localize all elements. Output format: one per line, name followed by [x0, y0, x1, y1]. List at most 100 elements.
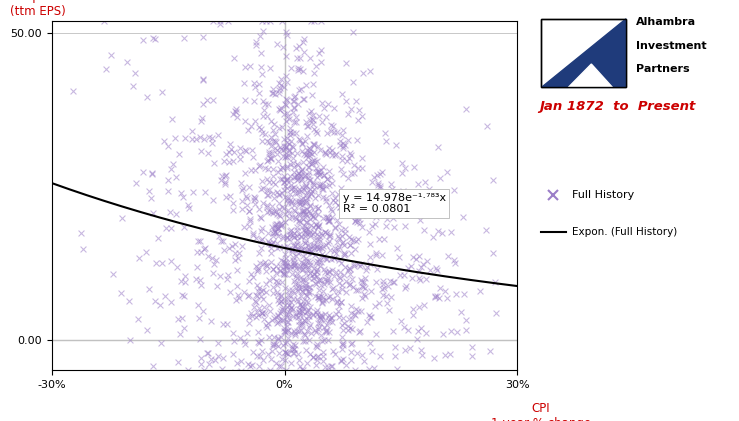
Point — [282, 177, 293, 184]
Point — [285, 360, 297, 366]
Point — [259, 259, 271, 266]
Point — [146, 169, 158, 176]
Point — [291, 174, 303, 181]
Point — [423, 186, 435, 193]
Point — [280, 117, 292, 124]
Point — [280, 96, 292, 102]
Point — [313, 324, 325, 330]
Point — [186, 135, 198, 142]
Point — [253, 90, 265, 97]
Point — [281, 234, 293, 241]
Point — [316, 250, 328, 257]
Point — [275, 257, 287, 264]
Point — [231, 360, 243, 367]
Point — [285, 128, 296, 135]
Point — [273, 386, 285, 392]
Point — [293, 162, 304, 169]
Point — [325, 363, 337, 370]
Point — [241, 202, 253, 208]
Point — [290, 45, 302, 51]
Point — [197, 101, 208, 108]
Point — [313, 183, 325, 189]
Point — [262, 351, 273, 357]
Point — [223, 149, 235, 156]
Point — [287, 346, 299, 353]
Point — [322, 386, 334, 392]
Point — [316, 315, 327, 322]
Point — [339, 229, 351, 236]
Point — [310, 244, 322, 250]
Point — [279, 349, 291, 356]
Point — [338, 141, 350, 148]
Point — [374, 353, 386, 360]
Point — [277, 341, 289, 348]
Point — [370, 278, 382, 285]
Point — [230, 241, 242, 248]
Point — [333, 374, 345, 381]
Point — [301, 183, 313, 189]
Point — [253, 386, 265, 392]
Point — [310, 268, 322, 275]
Point — [303, 176, 315, 183]
Point — [299, 240, 310, 246]
Point — [303, 323, 315, 330]
Point — [299, 210, 311, 217]
Point — [256, 310, 268, 317]
Point — [105, 51, 117, 58]
Point — [290, 386, 302, 392]
Point — [291, 149, 303, 156]
Point — [301, 189, 313, 195]
Point — [307, 224, 319, 231]
Point — [310, 221, 321, 228]
Text: CPI
1-year % change: CPI 1-year % change — [491, 402, 590, 421]
Point — [275, 76, 287, 83]
Point — [265, 155, 276, 162]
Point — [299, 200, 311, 207]
Point — [331, 217, 343, 224]
Point — [337, 327, 349, 333]
Point — [177, 194, 188, 200]
Point — [279, 349, 291, 355]
Point — [308, 270, 320, 277]
Point — [336, 232, 348, 239]
Point — [296, 141, 308, 147]
Point — [274, 310, 286, 317]
Point — [272, 279, 284, 285]
Point — [243, 277, 255, 284]
Point — [256, 138, 268, 144]
Point — [262, 165, 274, 172]
Point — [385, 293, 397, 300]
Point — [301, 205, 313, 212]
Point — [336, 322, 348, 328]
Point — [296, 321, 308, 328]
Point — [424, 267, 436, 274]
Point — [261, 322, 273, 328]
Point — [288, 98, 300, 104]
Point — [157, 138, 169, 145]
Point — [346, 316, 358, 322]
Point — [230, 109, 242, 116]
Point — [121, 58, 133, 65]
Point — [459, 386, 471, 392]
Point — [353, 198, 365, 205]
Point — [296, 208, 308, 215]
Point — [291, 274, 303, 281]
Point — [239, 170, 251, 177]
Point — [282, 207, 294, 213]
Point — [213, 386, 225, 392]
Point — [182, 366, 194, 373]
Point — [243, 207, 255, 214]
Point — [311, 268, 323, 275]
Point — [239, 118, 251, 125]
Point — [334, 137, 346, 144]
Point — [268, 232, 279, 239]
Point — [271, 289, 283, 296]
Point — [308, 70, 320, 77]
Point — [258, 315, 270, 322]
Point — [296, 365, 307, 372]
Point — [344, 310, 356, 317]
Point — [287, 373, 299, 379]
Point — [278, 271, 290, 278]
Point — [299, 171, 311, 178]
Point — [307, 353, 319, 360]
